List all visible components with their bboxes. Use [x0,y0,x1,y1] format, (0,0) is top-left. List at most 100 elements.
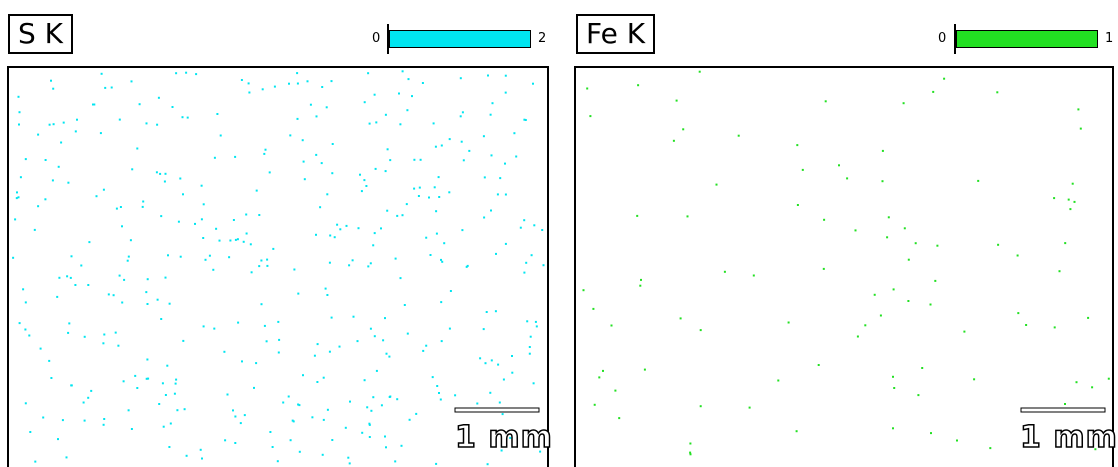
dot [44,159,47,161]
dot [37,205,40,208]
dot [331,172,334,175]
dot [374,167,377,170]
dot [276,460,279,463]
dot [282,401,285,404]
dot [164,276,167,279]
dot [528,352,531,355]
dot [384,170,387,173]
dot [902,102,905,105]
dot [435,210,438,213]
dot [752,274,755,277]
dot [146,358,149,361]
dot [245,213,248,216]
dot [1071,182,1074,185]
dot [236,238,239,241]
dot [253,386,255,389]
dot [838,164,840,167]
dot [263,152,266,155]
scale-bar-label: 1 mm [454,419,553,456]
dot [166,364,169,367]
scale-max: 2 [538,31,547,46]
dot [69,276,72,279]
dot [226,393,229,396]
dot [679,317,682,320]
dot [411,95,413,98]
dot [16,191,18,194]
dot [592,307,595,310]
dot [589,115,592,118]
dot [737,134,740,137]
dot [483,176,486,179]
dot [1016,254,1019,257]
dot [515,155,518,158]
dot [386,209,389,212]
dot [689,451,692,454]
dot [466,264,469,267]
dot [204,258,207,261]
dot [297,403,300,406]
dot [795,430,798,433]
dot [367,265,370,268]
dot [87,396,90,399]
dot [102,423,105,426]
dot [301,139,304,142]
dot [321,86,324,88]
dot [216,113,219,115]
dot [413,158,416,161]
dot [247,82,250,85]
dot [272,247,275,250]
dot [315,233,317,236]
dot [1058,270,1061,273]
dot [1077,108,1080,111]
dot [309,103,312,106]
dot [864,324,867,327]
dot [104,86,107,89]
dot [372,396,375,399]
dot [160,215,163,218]
dot [419,158,422,161]
dot [748,406,751,409]
dot [380,404,383,407]
dot [70,384,73,387]
dot [296,117,299,120]
dot [320,162,323,165]
dot [297,292,300,295]
dot [356,340,359,343]
dot [311,416,314,419]
dot [637,84,640,87]
dot [234,155,237,158]
dot [373,335,376,338]
dot [413,187,416,190]
dot [145,291,148,294]
dot [155,171,158,174]
color-bar [955,30,1098,48]
dot [168,446,171,448]
dot [224,439,227,442]
dot [435,232,438,235]
dot [162,425,165,428]
dot [672,139,675,142]
dot [801,168,804,171]
dot [887,216,890,219]
dot [363,101,366,104]
dot [401,214,404,217]
dot [462,159,465,162]
dot [396,398,399,401]
dot [157,96,160,99]
dot [497,363,500,366]
dot [67,331,70,334]
dot [479,357,482,360]
dot [167,254,169,257]
dot [428,196,430,199]
dot [179,177,182,180]
dot [375,121,378,124]
dot [228,256,231,259]
dot [476,402,479,405]
dot [331,143,334,145]
dot [255,189,258,192]
dot [417,195,420,197]
dot [996,91,999,94]
dot [892,288,895,291]
dot [582,289,585,292]
